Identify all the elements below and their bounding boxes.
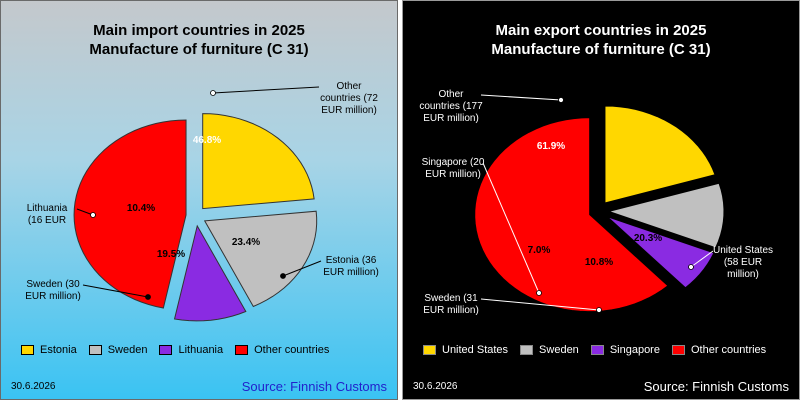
- export-legend-item-sweden: Sweden: [520, 344, 579, 356]
- import-leader-line-sweden: [82, 284, 149, 298]
- export-slice-singapore: [606, 216, 715, 289]
- import-callout-lithuania: Lithuania (16 EUR: [26, 203, 68, 226]
- export-chart-subtitle: Manufacture of furniture (C 31): [491, 41, 711, 58]
- import-pct-label-sweden: 19.5%: [156, 249, 186, 260]
- export-callout-singapore: Singapore (20 EUR million): [421, 157, 485, 180]
- import-leader-dot-sweden: [145, 294, 151, 300]
- import-date: 30.6.2026: [11, 381, 56, 392]
- import-pct-label-other-countries: 46.8%: [192, 135, 222, 146]
- import-chart-title: Main import countries in 2025: [93, 22, 305, 39]
- import-slice-estonia: [202, 113, 315, 210]
- import-pct-label-estonia: 23.4%: [231, 237, 261, 248]
- export-pct-label-singapore: 7.0%: [527, 245, 551, 256]
- export-pie-chart: [474, 94, 725, 313]
- import-slice-other-countries: [73, 119, 187, 309]
- export-chart-title: Main export countries in 2025: [495, 22, 707, 39]
- import-legend-label-estonia: Estonia: [40, 344, 77, 356]
- export-legend-swatch-singapore: [590, 345, 604, 355]
- import-slice-sweden: [203, 210, 318, 308]
- import-leader-dot-other-countries: [210, 90, 216, 96]
- import-chart-panel: Main import countries in 2025 Manufactur…: [0, 0, 398, 400]
- export-callout-sweden: Sweden (31 EUR million): [423, 293, 479, 316]
- import-leader-line-estonia: [282, 260, 322, 277]
- import-legend-label-sweden: Sweden: [107, 344, 148, 356]
- export-leader-line-singapore: [482, 162, 540, 294]
- export-legend: United States Sweden Singapore Other countr…: [423, 344, 778, 356]
- export-date: 30.6.2026: [413, 381, 458, 392]
- import-legend-swatch-estonia: [21, 345, 34, 355]
- export-leader-dot-united-states: [688, 264, 694, 270]
- export-leader-line-sweden: [480, 298, 600, 311]
- import-legend-swatch-other-countries: [235, 345, 249, 355]
- export-legend-item-united-states: United States: [423, 344, 508, 356]
- export-slice-united-states: [604, 105, 716, 204]
- import-legend-swatch-sweden: [88, 345, 102, 355]
- import-legend: Estonia Sweden Lithuania Other countries: [21, 344, 341, 356]
- export-legend-item-other-countries: Other countries: [671, 344, 767, 356]
- import-source: Source: Finnish Customs: [241, 379, 387, 394]
- export-leader-dot-other-countries: [558, 97, 564, 103]
- import-leader-dot-estonia: [280, 273, 286, 279]
- import-legend-label-lithuania: Lithuania: [178, 344, 224, 356]
- export-pct-label-united-states: 20.3%: [633, 233, 663, 244]
- export-legend-item-singapore: Singapore: [590, 344, 660, 356]
- export-callout-other-countries: Other countries (177 EUR million): [419, 89, 483, 124]
- import-callout-estonia: Estonia (36 EUR million): [323, 255, 379, 278]
- export-leader-line-united-states: [690, 250, 714, 268]
- import-legend-item-lithuania: Lithuania: [159, 344, 223, 356]
- import-chart-subtitle: Manufacture of furniture (C 31): [89, 41, 309, 58]
- export-legend-label-singapore: Singapore: [609, 344, 660, 356]
- export-legend-swatch-other-countries: [671, 345, 685, 355]
- export-legend-label-other-countries: Other countries: [690, 344, 767, 356]
- export-leader-dot-sweden: [596, 307, 602, 313]
- export-legend-swatch-sweden: [520, 345, 534, 355]
- export-legend-label-united-states: United States: [442, 344, 509, 356]
- import-legend-label-other-countries: Other countries: [254, 344, 330, 356]
- export-leader-line-other-countries: [480, 94, 562, 101]
- export-pct-label-sweden: 10.8%: [584, 257, 614, 268]
- export-slice-sweden: [607, 182, 725, 249]
- export-slice-other-countries: [474, 117, 669, 313]
- export-source: Source: Finnish Customs: [643, 379, 789, 394]
- export-callout-united-states: United States (58 EUR million): [712, 245, 774, 280]
- export-leader-dot-singapore: [536, 290, 542, 296]
- import-slice-lithuania: [173, 224, 247, 322]
- export-pct-label-other-countries: 61.9%: [536, 141, 566, 152]
- export-legend-swatch-united-states: [423, 345, 436, 355]
- import-legend-item-other-countries: Other countries: [235, 344, 329, 356]
- import-legend-item-estonia: Estonia: [21, 344, 77, 356]
- import-legend-swatch-lithuania: [159, 345, 173, 355]
- export-legend-label-sweden: Sweden: [539, 344, 579, 356]
- import-callout-sweden: Sweden (30 EUR million): [25, 279, 81, 302]
- import-leader-line-other-countries: [212, 86, 320, 94]
- import-pct-label-lithuania: 10.4%: [126, 203, 156, 214]
- import-legend-item-sweden: Sweden: [88, 344, 148, 356]
- import-leader-dot-lithuania: [90, 212, 96, 218]
- import-callout-other-countries: Other countries (72 EUR million): [320, 81, 378, 116]
- import-pie-chart: [73, 86, 322, 322]
- export-chart-panel: Main export countries in 2025 Manufactur…: [402, 0, 800, 400]
